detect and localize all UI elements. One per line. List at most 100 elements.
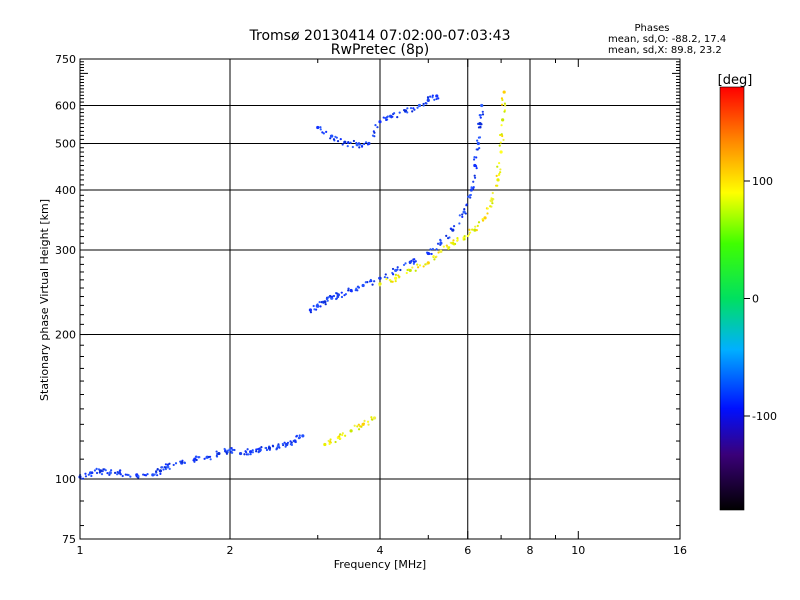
point-2-2-3	[346, 141, 350, 145]
point-1-12-1	[458, 214, 461, 217]
point-3-10	[496, 178, 500, 182]
point-2-8-6	[424, 102, 427, 105]
point-1-11-2	[448, 236, 451, 239]
point-0-10-5	[203, 457, 206, 460]
point-0-20-4	[292, 439, 295, 443]
point-4-2-6	[359, 425, 362, 428]
point-1-0-3	[313, 308, 316, 311]
point-3-4-6	[448, 246, 451, 249]
point-2-5-0	[382, 116, 385, 119]
point-2-4-6	[366, 143, 370, 146]
point-2-10	[435, 94, 439, 98]
point-1-4-5	[337, 295, 340, 299]
point-3-11-4	[499, 133, 502, 137]
point-0-7-4	[162, 468, 165, 471]
point-0-20-3	[297, 436, 301, 439]
point-3-3-1	[425, 263, 428, 266]
point-3-10-6	[497, 173, 501, 177]
point-3-3-5	[437, 251, 440, 254]
point-3-10-1	[497, 161, 501, 165]
point-4-1-6	[339, 433, 342, 436]
point-3-6-1	[463, 234, 466, 238]
point-1-15-0	[475, 156, 478, 159]
point-1-6	[361, 283, 365, 288]
point-0-14-3	[243, 453, 246, 456]
point-2-2-6	[351, 145, 354, 149]
point-0-2	[99, 469, 103, 473]
point-2-1-5	[335, 136, 338, 139]
stats-x-mode: mean, sd,X: 89.8, 23.2	[608, 45, 722, 56]
point-4-2	[349, 429, 353, 433]
point-0-7-3	[164, 463, 168, 466]
point-2-0-6	[319, 126, 322, 129]
point-0-1-5	[95, 467, 98, 470]
point-0-9-2	[183, 461, 187, 465]
point-2-7-6	[409, 106, 413, 110]
point-3-2-5	[414, 269, 417, 272]
point-0-18-5	[281, 442, 284, 446]
point-0-14-2	[249, 453, 252, 456]
point-2-2-1	[346, 145, 349, 148]
point-0-4-6	[118, 469, 122, 472]
point-3-6-2	[468, 228, 471, 231]
point-0-18-3	[284, 445, 287, 448]
point-2-3	[355, 143, 359, 147]
y-tick-label-7: 750	[55, 53, 76, 66]
point-4-3-6	[363, 419, 366, 423]
point-2-1-4	[339, 138, 342, 141]
point-0-2-6	[104, 469, 107, 472]
point-4-4	[372, 416, 377, 420]
point-1-1-4	[319, 305, 322, 308]
point-3-10-5	[499, 171, 502, 174]
point-1-14	[469, 188, 473, 192]
point-1-1-5	[316, 303, 319, 306]
point-2-4-5	[376, 126, 379, 129]
point-1-4-0	[347, 287, 350, 290]
point-3-0-3	[391, 280, 394, 283]
point-1-12	[451, 228, 455, 232]
point-2-6-0	[398, 111, 401, 114]
point-3-7-1	[475, 229, 478, 232]
point-0-0-2	[81, 477, 85, 480]
colorbar-tick-label-1: 0	[752, 293, 759, 306]
x-tick-label-6: 16	[673, 544, 687, 557]
point-0-18-1	[278, 446, 281, 449]
y-tick-label-0: 75	[62, 533, 76, 546]
point-1-8-0	[402, 263, 406, 267]
point-3-11-2	[501, 134, 504, 138]
point-1-8-1	[396, 266, 399, 269]
point-3-6-4	[471, 228, 474, 231]
point-3-6-3	[467, 233, 471, 236]
point-0-12-5	[225, 451, 228, 454]
point-1-9-1	[412, 260, 415, 263]
point-2-0-3	[319, 128, 322, 131]
point-1-7-5	[384, 273, 387, 276]
point-3-9-6	[496, 184, 499, 187]
point-1-12-2	[452, 225, 456, 228]
point-1-14-4	[470, 186, 473, 189]
point-2-9-5	[435, 97, 438, 101]
point-0-13-6	[233, 448, 236, 452]
point-3-6-0	[468, 231, 472, 234]
point-0-5-3	[137, 475, 140, 478]
gridlines	[80, 59, 680, 539]
point-3-0-4	[378, 284, 381, 287]
y-axis-label: Stationary phase Virtual Height [km]	[38, 199, 51, 401]
x-tick-label-2: 4	[377, 544, 384, 557]
series-1	[308, 103, 485, 314]
point-0-4-2	[129, 475, 132, 478]
point-3-11	[499, 150, 503, 154]
point-3-4-2	[442, 245, 445, 248]
point-2-3-3	[364, 141, 368, 144]
colorbar-ticks: 100 0 -100	[744, 175, 777, 423]
tick-labels: 1 2 4 6 8 10 16 75 100 200 300 400 500 600 750	[55, 53, 687, 557]
point-1-16	[476, 141, 480, 146]
point-3-1-4	[398, 275, 401, 278]
point-1-1	[316, 304, 320, 308]
point-3-2	[408, 268, 412, 273]
point-0-7-6	[161, 466, 164, 469]
point-2-0-0	[325, 130, 328, 133]
point-0-12-6	[223, 447, 226, 451]
point-1-17-5	[480, 123, 483, 126]
point-0-6-1	[154, 470, 158, 473]
